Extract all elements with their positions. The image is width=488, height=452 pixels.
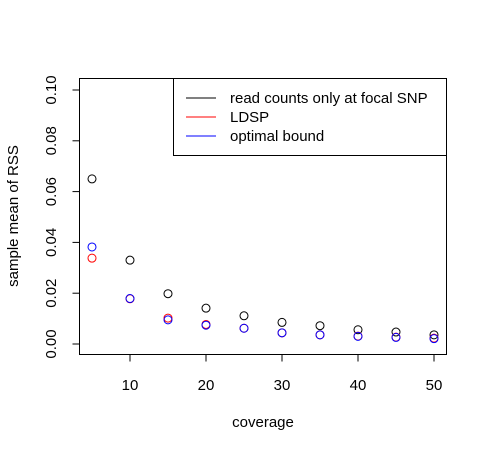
legend-label-ldsp: LDSP xyxy=(230,109,269,126)
x-axis-label: coverage xyxy=(232,414,294,431)
point-optimal-bound xyxy=(277,328,287,338)
legend-label-read-counts-only-at-focal-snp: read counts only at focal SNP xyxy=(230,90,428,107)
point-read-counts-only-at-focal-snp xyxy=(201,303,211,313)
x-tick-label: 50 xyxy=(426,377,443,394)
y-tick-label: 0.10 xyxy=(43,75,60,104)
x-tick-label: 10 xyxy=(122,377,139,394)
y-tick-label: 0.08 xyxy=(43,126,60,155)
point-read-counts-only-at-focal-snp xyxy=(353,325,363,335)
y-tick-label: 0.00 xyxy=(43,329,60,358)
point-optimal-bound xyxy=(353,331,363,341)
point-optimal-bound xyxy=(163,315,173,325)
point-read-counts-only-at-focal-snp xyxy=(87,174,97,184)
x-axis: 10 20 30 40 50 xyxy=(122,354,443,394)
point-read-counts-only-at-focal-snp xyxy=(315,321,325,331)
point-read-counts-only-at-focal-snp xyxy=(391,327,401,337)
y-axis: 0.00 0.02 0.04 0.06 0.08 0.10 xyxy=(43,75,80,359)
x-tick-label: 40 xyxy=(350,377,367,394)
point-optimal-bound xyxy=(315,330,325,340)
x-tick-label: 30 xyxy=(274,377,291,394)
y-axis-label: sample mean of RSS xyxy=(5,145,22,287)
point-read-counts-only-at-focal-snp xyxy=(163,289,173,299)
point-ldsp xyxy=(87,253,97,263)
y-tick-label: 0.06 xyxy=(43,177,60,206)
point-ldsp xyxy=(163,313,173,323)
point-read-counts-only-at-focal-snp xyxy=(239,311,249,321)
point-read-counts-only-at-focal-snp xyxy=(429,330,439,340)
point-read-counts-only-at-focal-snp xyxy=(277,317,287,327)
legend: read counts only at focal SNP LDSP optimal… xyxy=(173,78,447,156)
x-tick-label: 20 xyxy=(198,377,215,394)
legend-box xyxy=(173,78,447,156)
legend-label-optimal-bound: optimal bound xyxy=(230,128,324,145)
data-points xyxy=(87,174,439,344)
point-optimal-bound xyxy=(239,323,249,333)
point-optimal-bound xyxy=(125,294,135,304)
y-tick-label: 0.02 xyxy=(43,279,60,308)
y-tick-label: 0.04 xyxy=(43,228,60,257)
point-read-counts-only-at-focal-snp xyxy=(125,255,135,265)
point-optimal-bound xyxy=(201,320,211,330)
point-optimal-bound xyxy=(429,334,439,344)
point-optimal-bound xyxy=(87,242,97,252)
point-optimal-bound xyxy=(391,332,401,342)
